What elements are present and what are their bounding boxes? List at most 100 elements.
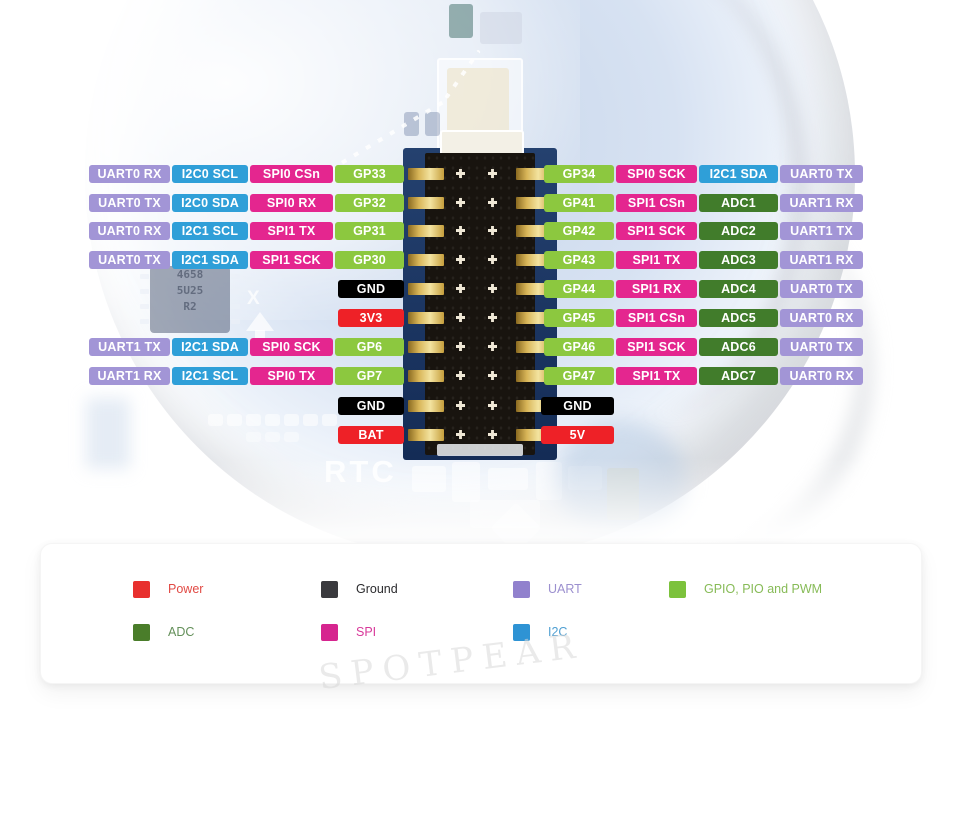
pin-label-gp31: GP31 [335,222,404,240]
pcb-component [227,414,242,426]
pin-row-right-5: GP44 SPI1 RX ADC4 UART0 TX [544,280,863,298]
through-hole-icon [456,226,465,235]
pin-label-gp42: GP42 [544,222,614,240]
legend-item-spi: SPI [321,624,376,641]
legend-swatch [669,581,686,598]
pin-label-uart0-tx: UART0 TX [780,165,863,183]
pin-label-i2c0-scl: I2C0 SCL [172,165,248,183]
through-hole-icon [488,342,497,351]
pin-row-left-6: 3V3 [89,309,404,327]
chip-marking: 5U25 [176,284,204,297]
legend-swatch [133,581,150,598]
pin-label-i2c0-sda: I2C0 SDA [172,194,248,212]
legend-swatch [321,624,338,641]
legend-label: GPIO, PIO and PWM [704,582,823,596]
through-hole-icon [456,371,465,380]
legend-swatch [133,624,150,641]
pin-row-right-9: GND [541,397,860,415]
pcb-component [246,414,261,426]
legend-label: SPI [356,625,377,639]
connector-gold-pin-left [408,370,444,382]
legend-item-ground: Ground [321,581,398,598]
legend-item-adc: ADC [133,624,194,641]
pin-label-spi0-rx: SPI0 RX [250,194,333,212]
pin-label-spi0-csn: SPI0 CSn [250,165,333,183]
pin-label-gp30: GP30 [335,251,404,269]
pin-label-i2c1-sda: I2C1 SDA [172,251,248,269]
pin-label-uart1-rx: UART1 RX [89,367,170,385]
pcb-component [246,432,261,442]
pin-row-left-1: UART0 RX I2C0 SCL SPI0 CSn GP33 [89,165,404,183]
pin-header-connector [403,130,557,460]
pin-row-left-4: UART0 TX I2C1 SDA SPI1 SCK GP30 [89,251,404,269]
pin-label-uart0-tx: UART0 TX [89,194,170,212]
connector-gold-pin-left [408,341,444,353]
pcb-component [480,12,522,44]
connector-gold-pin-left [408,283,444,295]
pin-row-left-9: GND [89,397,404,415]
connector-gold-pin-right [516,225,552,237]
pin-label-5v: 5V [541,426,614,444]
through-hole-icon [456,169,465,178]
pcb-component [449,4,473,38]
pin-label-i2c1-scl: I2C1 SCL [172,222,248,240]
pin-row-right-6: GP45 SPI1 CSn ADC5 UART0 RX [544,309,863,327]
pin-label-gp47: GP47 [544,367,614,385]
up-arrow-icon [246,312,274,331]
legend-label: Power [168,582,204,596]
legend-card: Power Ground UART GPIO, PIO and PWM ADC SPI I2… [40,543,922,684]
chip-marking: R2 [183,300,197,313]
pin-label-gp33: GP33 [335,165,404,183]
pin-label-spi1-sck: SPI1 SCK [250,251,333,269]
pin-label-i2c1-scl: I2C1 SCL [172,367,248,385]
connector-gold-pin-right [516,341,552,353]
chip-pin [140,304,149,309]
legend-label: Ground [356,582,398,596]
connector-gold-pin-right [516,283,552,295]
through-hole-icon [488,430,497,439]
chip-pin [231,319,240,324]
pin-row-left-2: UART0 TX I2C0 SDA SPI0 RX GP32 [89,194,404,212]
pin-label-i2c1-sda: I2C1 SDA [699,165,778,183]
pin-label-uart0-rx: UART0 RX [89,165,170,183]
chip-marking: 4658 [176,268,204,281]
legend-swatch [513,581,530,598]
pin-label-gp6: GP6 [335,338,404,356]
through-hole-icon [456,255,465,264]
pin-label-adc1: ADC1 [699,194,778,212]
chip-pin [140,319,149,324]
through-hole-icon [488,255,497,264]
chip-pin [231,304,240,309]
pin-label-gp7: GP7 [335,367,404,385]
connector-gold-pin-left [408,312,444,324]
pin-label-uart0-rx: UART0 RX [780,367,863,385]
pin-label-uart0-tx: UART0 TX [780,338,863,356]
pin-label-uart1-tx: UART1 TX [780,222,863,240]
legend-label: I2C [548,625,568,639]
pin-label-spi0-tx: SPI0 TX [250,367,333,385]
pin-label-spi1-csn: SPI1 CSn [616,309,697,327]
through-hole-icon [456,342,465,351]
chip-pin [231,289,240,294]
pin-label-gp44: GP44 [544,280,614,298]
chip-pin [140,289,149,294]
pin-label-gnd: GND [338,397,404,415]
pin-label-spi1-rx: SPI1 RX [616,280,697,298]
pin-label-uart1-rx: UART1 RX [780,194,863,212]
legend-item-gpio-pio-and-pwm: GPIO, PIO and PWM [669,581,822,598]
pin-label-spi1-sck: SPI1 SCK [616,338,697,356]
pin-row-right-7: GP46 SPI1 SCK ADC6 UART0 TX [544,338,863,356]
pin-label-spi1-tx: SPI1 TX [616,251,697,269]
pin-label-adc5: ADC5 [699,309,778,327]
through-hole-icon [488,226,497,235]
pin-label-gp46: GP46 [544,338,614,356]
pcb-component [322,414,337,426]
through-hole-icon [488,401,497,410]
through-hole-icon [456,284,465,293]
pin-row-right-2: GP41 SPI1 CSn ADC1 UART1 RX [544,194,863,212]
legend-swatch [321,581,338,598]
pcb-component [284,432,299,442]
chip-pin [231,274,240,279]
pin-label-spi0-sck: SPI0 SCK [616,165,697,183]
